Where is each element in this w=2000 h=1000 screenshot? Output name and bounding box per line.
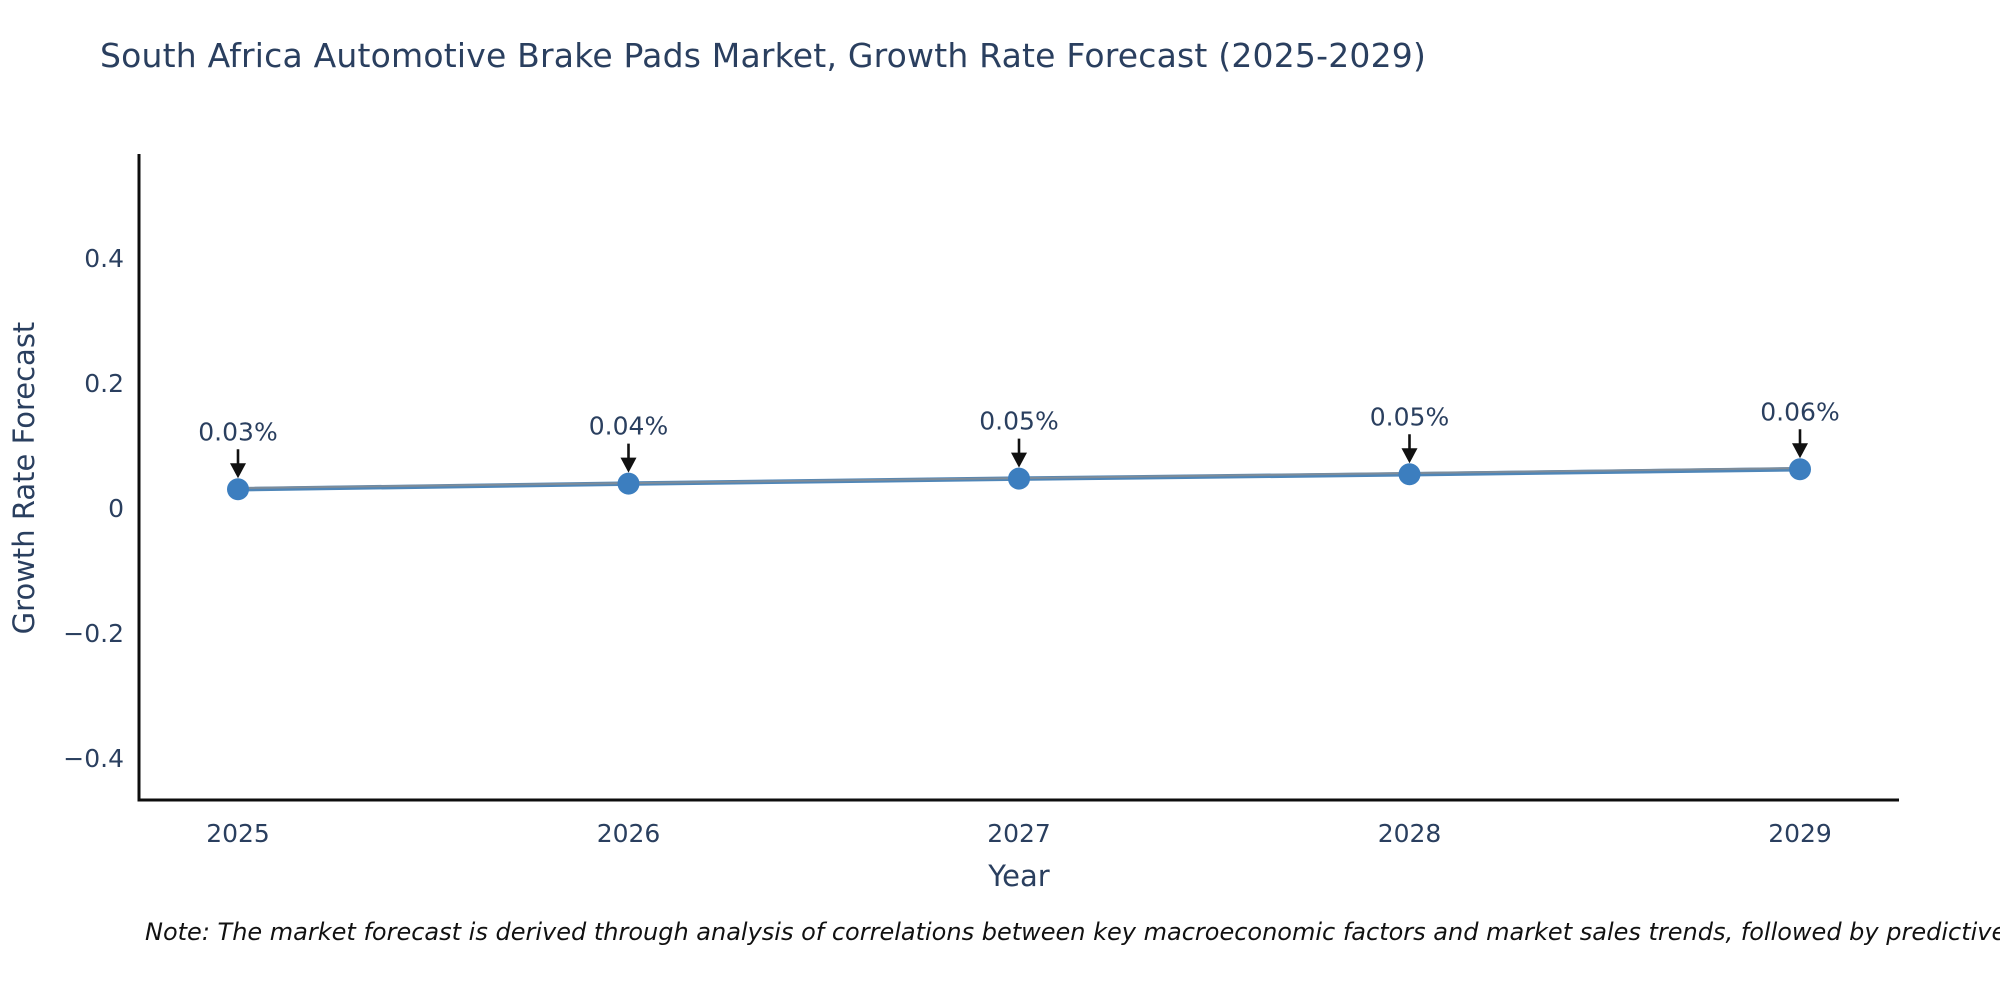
annotation-arrowhead-icon <box>620 457 637 473</box>
footnote-text: Note: The market forecast is derived thr… <box>145 918 2000 946</box>
data-point-marker <box>1398 463 1421 486</box>
x-axis-title: Year <box>987 859 1049 893</box>
x-tick-label: 2028 <box>1378 819 1442 848</box>
data-point-label: 0.05% <box>1370 402 1449 431</box>
y-tick-label: 0 <box>108 494 124 523</box>
annotation-arrowhead-icon <box>1792 443 1808 459</box>
data-point-marker <box>227 478 249 501</box>
x-tick-label: 2026 <box>597 819 661 848</box>
annotation-arrowhead-icon <box>1011 452 1027 468</box>
x-tick-label: 2027 <box>987 819 1051 848</box>
annotation-arrowhead-icon <box>1401 448 1418 464</box>
y-tick-label: −0.4 <box>63 744 124 773</box>
data-point-marker <box>1008 467 1030 490</box>
chart-title: South Africa Automotive Brake Pads Marke… <box>100 36 1427 75</box>
y-tick-label: 0.2 <box>84 369 124 398</box>
data-point-label: 0.06% <box>1760 397 1839 426</box>
data-point-label: 0.03% <box>198 417 277 446</box>
data-point-marker <box>1789 458 1811 481</box>
x-tick-label: 2029 <box>1768 819 1832 848</box>
x-tick-label: 2025 <box>206 819 270 848</box>
y-tick-label: −0.2 <box>63 619 124 648</box>
y-tick-label: 0.4 <box>84 244 124 273</box>
data-point-label: 0.04% <box>589 412 668 441</box>
data-point-marker <box>617 472 640 495</box>
y-axis-title: Growth Rate Forecast <box>7 322 41 635</box>
data-point-label: 0.05% <box>979 407 1058 436</box>
annotation-arrowhead-icon <box>230 463 246 479</box>
